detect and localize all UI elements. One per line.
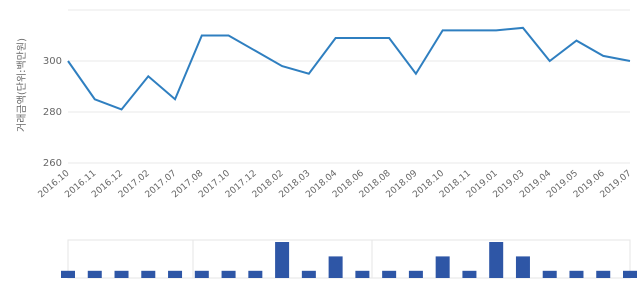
count-bar: [382, 270, 397, 278]
count-bar: [569, 270, 584, 278]
count-bar: [301, 270, 316, 278]
y-tick-label: 300: [43, 56, 62, 67]
count-bar: [355, 270, 370, 278]
count-bar: [408, 270, 423, 278]
y-tick-label: 260: [43, 158, 62, 169]
count-bar: [87, 270, 102, 278]
count-bar: [542, 270, 557, 278]
count-bar: [114, 270, 129, 278]
count-bar: [194, 270, 209, 278]
count-bar: [248, 270, 263, 278]
count-bar: [435, 256, 450, 278]
count-bar: [141, 270, 156, 278]
count-bar: [462, 270, 477, 278]
count-bar: [168, 270, 183, 278]
count-bar: [515, 256, 530, 278]
count-bar: [489, 242, 504, 278]
count-bar: [328, 256, 343, 278]
line: [67, 26, 631, 111]
count-bar: [275, 242, 290, 278]
count-bar: [596, 270, 611, 278]
y-axis-label: 거래금액(단위:백만원): [15, 38, 28, 132]
count-bar: [61, 270, 75, 278]
count-bar: [623, 270, 637, 278]
y-tick-label: 280: [43, 107, 62, 118]
count-bar: [221, 270, 236, 278]
count-panel: [67, 239, 631, 279]
